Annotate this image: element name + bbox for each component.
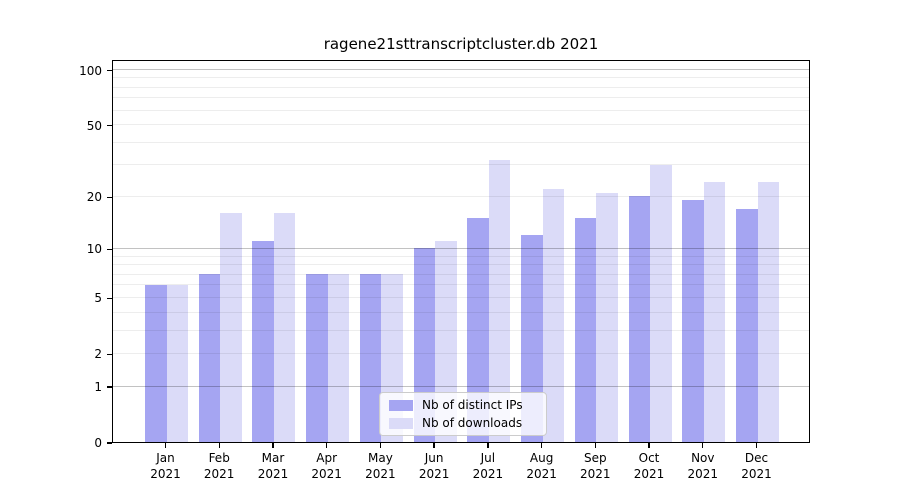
gridline-3 — [113, 329, 809, 331]
bar-downloads-oct — [650, 164, 672, 442]
legend-item-downloads: Nb of downloads — [389, 416, 537, 430]
y-tick-2 — [107, 353, 112, 355]
x-tick-oct — [648, 443, 650, 448]
plot-area — [112, 60, 810, 443]
gridline-80 — [113, 86, 809, 88]
x-tick-label-apr: Apr 2021 — [311, 451, 342, 481]
x-tick-nov — [702, 443, 704, 448]
y-tick-1 — [107, 386, 112, 388]
gridline-90 — [113, 77, 809, 79]
x-tick-label-nov: Nov 2021 — [687, 451, 719, 481]
legend-swatch-distinct-ips — [389, 399, 413, 411]
bar-downloads-jun — [435, 241, 457, 442]
bar-downloads-apr — [327, 274, 350, 442]
y-tick-label-2: 2 — [94, 347, 102, 362]
bar-distinct-ips-oct — [628, 196, 651, 442]
x-tick-sep — [594, 443, 596, 448]
y-tick-label-50: 50 — [86, 118, 102, 133]
legend: Nb of distinct IPs Nb of downloads — [379, 392, 547, 436]
y-tick-label-0: 0 — [94, 436, 102, 450]
y-tick-50 — [107, 124, 112, 127]
x-tick-label-sep: Sep 2021 — [580, 451, 611, 481]
bar-distinct-ips-dec — [736, 208, 758, 442]
bar-downloads-feb — [220, 213, 242, 442]
gridline-10 — [113, 247, 809, 249]
bar-distinct-ips-nov — [682, 200, 704, 442]
x-tick-label-mar: Mar 2021 — [257, 451, 289, 481]
gridline-50 — [113, 124, 809, 126]
gridline-70 — [113, 97, 809, 99]
bar-downloads-mar — [273, 213, 296, 442]
y-tick-label-100: 100 — [79, 63, 102, 78]
x-tick-jan — [164, 443, 167, 448]
bar-downloads-jul — [488, 159, 511, 442]
x-tick-label-jun: Jun 2021 — [418, 451, 450, 481]
x-tick-jun — [433, 443, 435, 448]
y-tick-20 — [107, 196, 112, 198]
legend-label-downloads: Nb of downloads — [422, 416, 523, 430]
x-tick-label-feb: Feb 2021 — [203, 451, 235, 481]
x-tick-label-jul: Jul 2021 — [472, 451, 504, 481]
gridline-2 — [113, 352, 809, 354]
bar-distinct-ips-may — [359, 274, 382, 442]
gridline-5 — [113, 296, 809, 298]
y-tick-100 — [107, 69, 112, 72]
bars-layer — [113, 61, 809, 442]
chart-title: ragene21sttranscriptcluster.db 2021 — [323, 35, 599, 53]
x-tick-dec — [755, 443, 758, 448]
y-tick-10 — [107, 248, 112, 251]
x-tick-aug — [540, 443, 543, 448]
x-tick-label-aug: Aug 2021 — [526, 451, 557, 481]
x-tick-label-oct: Oct 2021 — [633, 451, 665, 481]
gridline-4 — [113, 311, 809, 313]
bar-downloads-dec — [757, 182, 779, 442]
bar-downloads-aug — [542, 188, 565, 442]
y-tick-label-5: 5 — [94, 291, 102, 306]
gridline-9 — [113, 255, 809, 257]
x-tick-feb — [218, 443, 220, 448]
gridline-6 — [113, 284, 809, 286]
x-tick-label-may: May 2021 — [365, 451, 396, 481]
x-tick-may — [379, 443, 382, 448]
legend-item-distinct-ips: Nb of distinct IPs — [389, 398, 537, 412]
bar-downloads-nov — [703, 182, 726, 442]
y-tick-label-20: 20 — [86, 190, 102, 205]
y-tick-5 — [107, 297, 112, 300]
y-tick-label-10: 10 — [86, 242, 102, 257]
bar-downloads-sep — [596, 192, 618, 442]
bar-distinct-ips-mar — [252, 241, 274, 442]
bar-distinct-ips-apr — [306, 274, 328, 442]
grid-layer — [113, 61, 809, 442]
gridline-40 — [113, 141, 809, 143]
gridline-60 — [113, 109, 809, 111]
gridline-20 — [113, 195, 809, 197]
bar-downloads-jan — [166, 284, 188, 442]
gridline-7 — [113, 273, 809, 275]
gridline-1 — [113, 385, 809, 387]
legend-swatch-downloads — [389, 417, 413, 429]
gridline-100 — [113, 69, 809, 70]
bar-distinct-ips-jul — [467, 218, 489, 442]
gridline-30 — [113, 164, 809, 166]
x-tick-jul — [487, 443, 489, 448]
y-tick-0 — [107, 442, 112, 444]
bar-distinct-ips-sep — [574, 218, 597, 442]
bar-distinct-ips-jan — [145, 284, 167, 442]
x-tick-apr — [326, 443, 328, 448]
legend-label-distinct-ips: Nb of distinct IPs — [422, 398, 523, 412]
bar-distinct-ips-feb — [198, 274, 221, 442]
x-tick-mar — [272, 443, 274, 448]
x-tick-label-dec: Dec 2021 — [741, 451, 772, 481]
y-tick-label-1: 1 — [94, 380, 102, 395]
x-tick-label-jan: Jan 2021 — [150, 451, 181, 481]
gridline-8 — [113, 264, 809, 266]
bar-distinct-ips-aug — [521, 235, 543, 442]
